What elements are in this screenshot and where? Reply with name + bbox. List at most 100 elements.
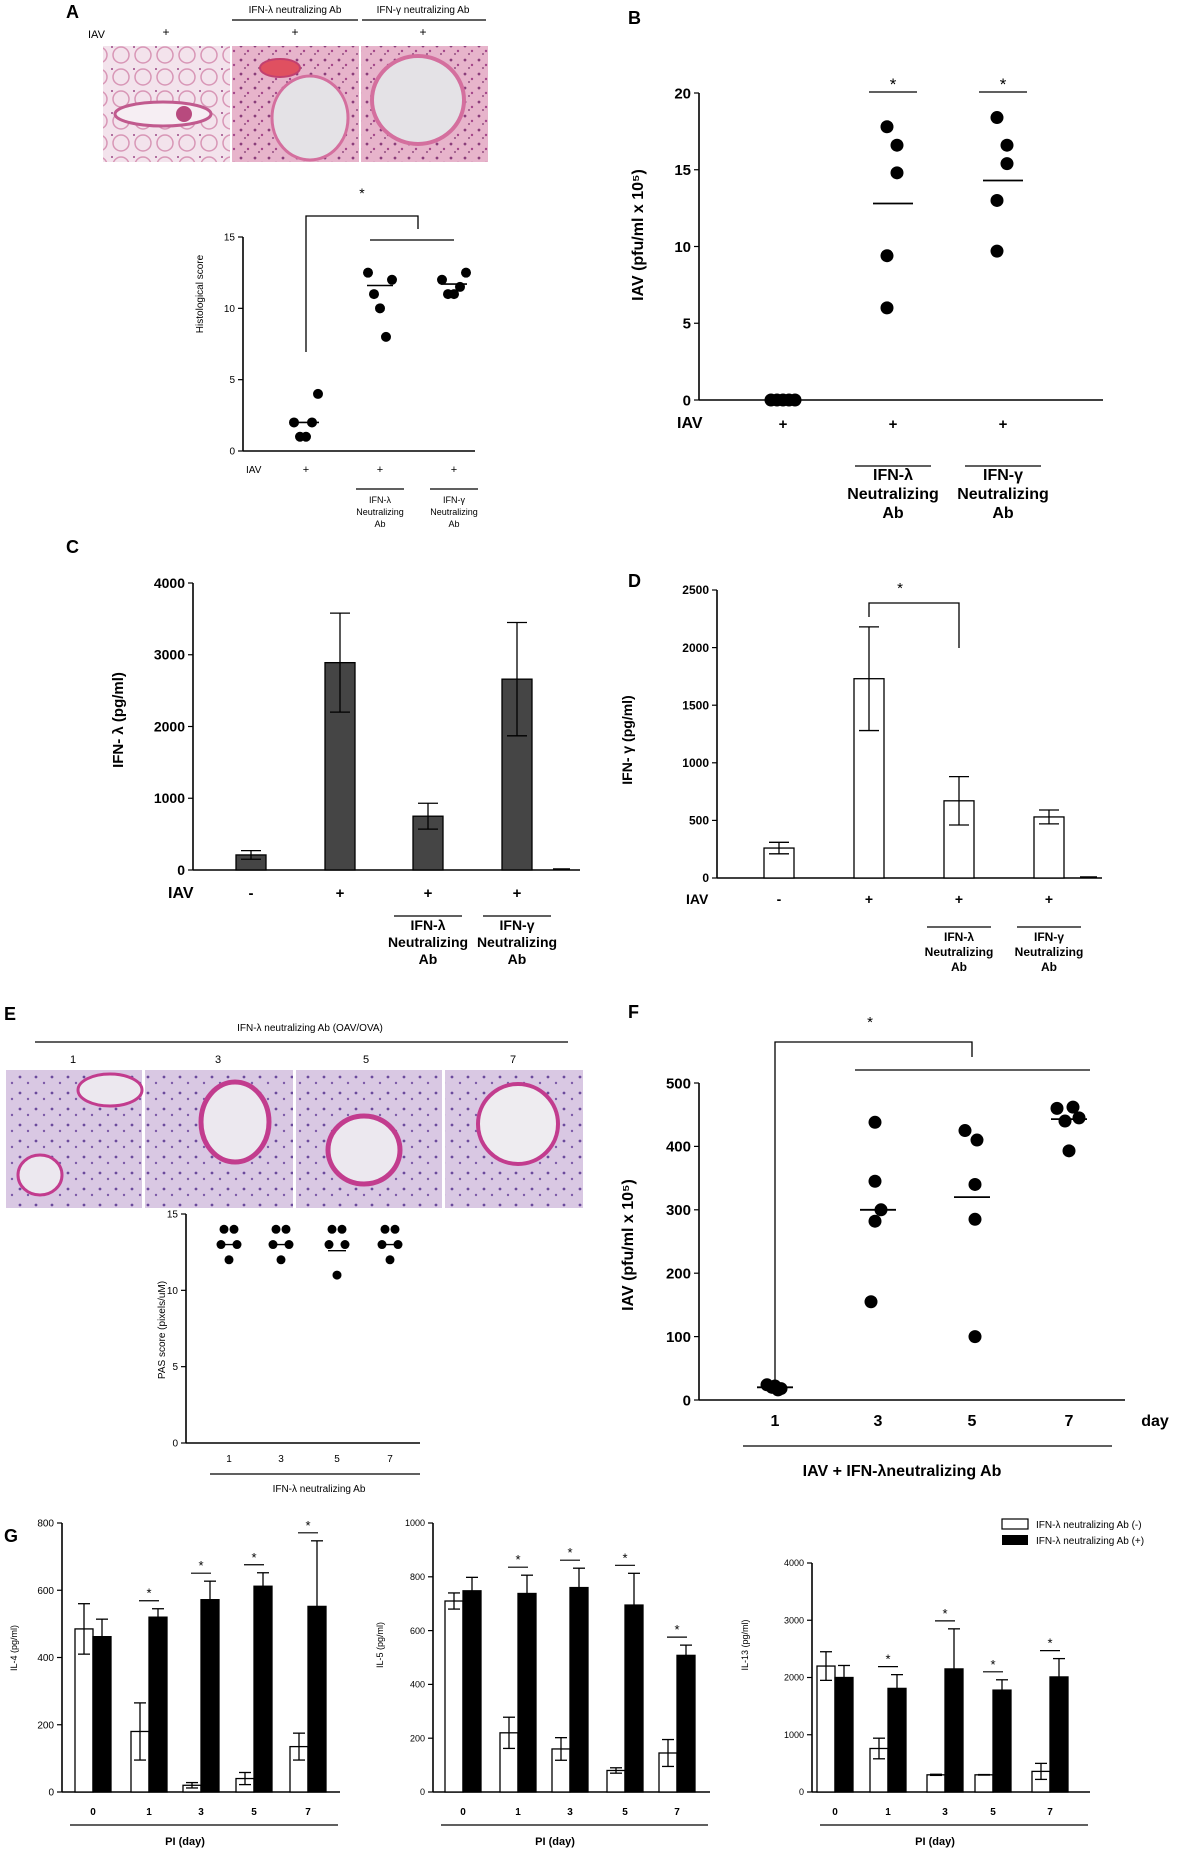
G2-bar bbox=[676, 1654, 696, 1793]
chart-g-il4: IL-4 (pg/ml) PI (day) 0 200 400 600 800 0 1 3 5 7… bbox=[9, 1518, 340, 1848]
F-ytick-label: 500 bbox=[666, 1075, 691, 1092]
legend-swatch-minus bbox=[1001, 1518, 1029, 1530]
D-ytick-label: 1500 bbox=[682, 698, 709, 712]
A-group-label: Neutralizing bbox=[430, 507, 478, 517]
panel-c: C IFN- λ (pg/ml) IAV 0 1000 2000 3000 4000 - +… bbox=[66, 537, 580, 967]
B-category-label: + bbox=[999, 416, 1008, 433]
C-group-label: Neutralizing bbox=[388, 934, 468, 950]
G3-bar bbox=[974, 1774, 994, 1793]
chart-g2-xlabel: PI (day) bbox=[535, 1836, 575, 1848]
F-category-label: 7 bbox=[1065, 1413, 1074, 1430]
F-point bbox=[768, 1379, 782, 1393]
B-group-label: Ab bbox=[992, 505, 1014, 522]
chart-c-row-label: IAV bbox=[168, 885, 194, 902]
F-point bbox=[868, 1174, 882, 1188]
C-ytick-label: 1000 bbox=[154, 790, 185, 806]
G2-significance: * bbox=[622, 1550, 627, 1565]
G3-ytick-label: 1000 bbox=[784, 1730, 804, 1740]
G1-ytick-label: 400 bbox=[37, 1653, 54, 1664]
A-point bbox=[437, 274, 447, 285]
chart-c-ifn-lambda: IFN- λ (pg/ml) IAV 0 1000 2000 3000 4000 - + + +… bbox=[110, 575, 580, 967]
F-point bbox=[1072, 1111, 1086, 1125]
E-ytick-label: 5 bbox=[172, 1362, 178, 1373]
A-point bbox=[387, 274, 397, 285]
panel-e-day-3: 3 bbox=[215, 1054, 221, 1066]
C-category-label: + bbox=[513, 885, 522, 902]
A-point bbox=[375, 303, 385, 314]
B-significance: * bbox=[890, 75, 897, 94]
D-group-label: Neutralizing bbox=[925, 945, 994, 959]
B-point bbox=[1000, 138, 1014, 152]
chart-g3-xlabel: PI (day) bbox=[915, 1836, 955, 1848]
E-category-label: 7 bbox=[387, 1454, 393, 1465]
A-point bbox=[313, 388, 323, 399]
panel-e-header: IFN-λ neutralizing Ab (OAV/OVA) bbox=[237, 1023, 383, 1034]
F-ytick-label: 100 bbox=[666, 1329, 691, 1346]
E-ytick-label: 0 bbox=[172, 1439, 178, 1450]
C-ytick-label: 2000 bbox=[154, 718, 185, 734]
panel-a-label: A bbox=[66, 2, 79, 22]
B-group-label: Neutralizing bbox=[957, 486, 1049, 503]
C-group-label: Ab bbox=[508, 951, 527, 967]
G3-category-label: 7 bbox=[1047, 1807, 1053, 1818]
E-ytick-label: 15 bbox=[167, 1210, 179, 1221]
E-point bbox=[380, 1224, 390, 1234]
G2-category-label: 7 bbox=[674, 1807, 680, 1818]
A-category-label: + bbox=[303, 464, 309, 476]
G3-ytick-label: 2000 bbox=[784, 1673, 804, 1683]
D-ytick-label: 500 bbox=[689, 814, 709, 828]
B-point bbox=[990, 193, 1004, 207]
A-group-label: Neutralizing bbox=[356, 507, 404, 517]
E-point bbox=[229, 1224, 239, 1234]
B-point bbox=[990, 244, 1004, 258]
chart-e-pas-score: PAS score (pixels/uM) IFN-λ neutralizing… bbox=[157, 1210, 420, 1495]
chart-a-significance: * bbox=[359, 185, 365, 201]
E-category-label: 1 bbox=[226, 1454, 232, 1465]
panel-d: D IFN- γ (pg/ml) IAV * 0 500 1000 1500 2000 2… bbox=[619, 571, 1102, 974]
E-point bbox=[271, 1224, 281, 1234]
chart-d-ylabel: IFN- γ (pg/ml) bbox=[619, 695, 635, 784]
F-point bbox=[868, 1214, 882, 1228]
panel-c-label: C bbox=[66, 537, 79, 557]
A-group-label: Ab bbox=[448, 519, 459, 529]
G1-bar bbox=[200, 1599, 220, 1793]
B-point bbox=[1000, 157, 1014, 171]
G2-ytick-label: 0 bbox=[420, 1787, 425, 1797]
G3-significance: * bbox=[885, 1652, 890, 1667]
B-ytick-label: 5 bbox=[683, 316, 691, 333]
G2-category-label: 0 bbox=[460, 1807, 466, 1818]
B-ytick-label: 15 bbox=[674, 162, 691, 179]
legend-label-plus: IFN-λ neutralizing Ab (+) bbox=[1036, 1536, 1144, 1547]
F-ytick-label: 300 bbox=[666, 1202, 691, 1219]
chart-b-iav-titer: IAV (pfu/ml x 10⁵) IAV 0 5 10 15 20 * * + + + IFN-… bbox=[630, 75, 1103, 522]
G2-ytick-label: 200 bbox=[410, 1733, 425, 1743]
F-category-label: 5 bbox=[968, 1413, 977, 1430]
chart-a-histological-score: Histological score IAV * 0 5 10 15 + + + IFN-λ N… bbox=[195, 185, 478, 529]
C-ytick-label: 3000 bbox=[154, 647, 185, 663]
B-point bbox=[880, 249, 894, 263]
D-category-label: - bbox=[777, 891, 782, 907]
C-ytick-label: 4000 bbox=[154, 575, 185, 591]
G1-category-label: 3 bbox=[198, 1807, 204, 1818]
panel-f-label: F bbox=[628, 1002, 639, 1022]
E-category-label: 3 bbox=[278, 1454, 284, 1465]
G1-ytick-label: 800 bbox=[37, 1519, 54, 1530]
E-point bbox=[340, 1240, 350, 1250]
B-significance: * bbox=[1000, 75, 1007, 94]
panel-f: F IAV (pfu/ml x 10⁵) day IAV + IFN-λneut… bbox=[620, 1002, 1169, 1480]
chart-g3-ylabel: IL-13 (pg/ml) bbox=[740, 1619, 750, 1670]
B-group-label: IFN-γ bbox=[983, 467, 1023, 484]
F-point bbox=[1062, 1144, 1076, 1158]
panel-e-day-1: 1 bbox=[70, 1054, 76, 1066]
A-ytick-label: 5 bbox=[229, 375, 235, 386]
E-point bbox=[337, 1224, 347, 1234]
C-bar bbox=[412, 815, 444, 871]
A-point bbox=[363, 267, 373, 278]
G3-category-label: 3 bbox=[942, 1807, 948, 1818]
G3-bar bbox=[887, 1687, 907, 1793]
chart-a-ylabel: Histological score bbox=[195, 254, 206, 333]
B-point bbox=[890, 166, 904, 180]
F-point bbox=[1058, 1114, 1072, 1128]
A-ytick-label: 10 bbox=[224, 304, 236, 315]
chart-e-ylabel: PAS score (pixels/uM) bbox=[157, 1281, 168, 1379]
